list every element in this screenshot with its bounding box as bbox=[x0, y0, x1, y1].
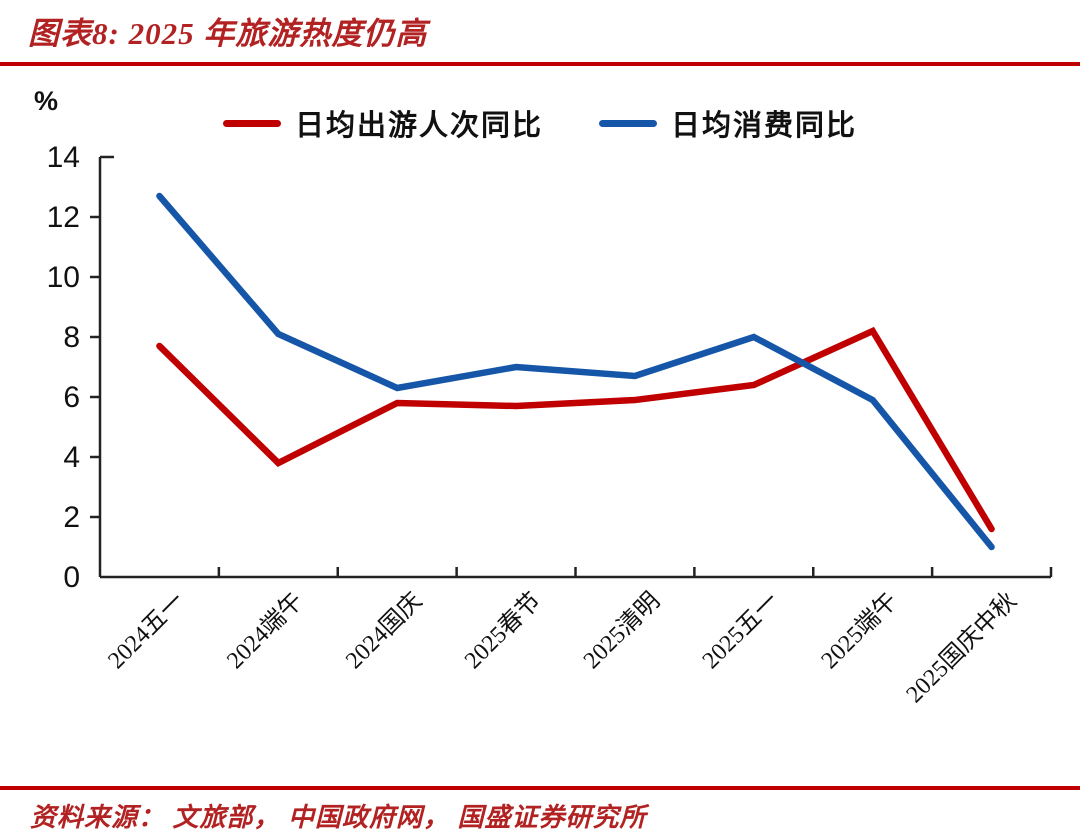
y-axis-tick-label: 0 bbox=[63, 561, 80, 594]
legend-swatch-icon bbox=[599, 119, 657, 127]
x-axis-label: 2024五一 bbox=[103, 588, 189, 674]
legend-item-1: 日均消费同比 bbox=[599, 102, 857, 144]
legend-label: 日均出游人次同比 bbox=[294, 110, 543, 142]
legend-label: 日均消费同比 bbox=[671, 110, 858, 142]
y-axis-tick-label: 4 bbox=[63, 441, 80, 474]
bottom-divider-rule bbox=[0, 786, 1080, 790]
y-axis-tick-label: 10 bbox=[47, 261, 80, 294]
top-divider-rule bbox=[0, 62, 1080, 66]
x-axis-label: 2024国庆 bbox=[340, 587, 427, 674]
x-axis-label: 2024端午 bbox=[222, 587, 309, 674]
x-axis-label: 2025国庆中秋 bbox=[901, 587, 1022, 708]
source-note: 资料来源： 文旅部， 中国政府网， 国盛证券研究所 bbox=[30, 803, 647, 832]
legend-item-0: 日均出游人次同比 bbox=[222, 102, 543, 144]
x-axis-label: 2025春节 bbox=[459, 587, 546, 674]
y-axis-tick-label: 6 bbox=[63, 381, 80, 414]
x-axis-label: 2025端午 bbox=[816, 587, 903, 674]
x-axis-label: 2025清明 bbox=[578, 587, 665, 674]
y-axis-tick-label: 12 bbox=[47, 201, 80, 234]
line-chart-canvas: 0 2 4 6 8 10 12 14 2024五一 2024端午 2024国庆 2025春节 2025清… bbox=[47, 141, 1053, 708]
x-axis-label: 2025五一 bbox=[698, 588, 784, 674]
y-axis-tick-label: 14 bbox=[47, 141, 80, 174]
y-axis-tick-label: 2 bbox=[63, 501, 80, 534]
chart-legend: 日均出游人次同比 日均消费同比 bbox=[0, 102, 1080, 144]
legend-swatch-icon bbox=[222, 119, 281, 127]
series-line-1 bbox=[156, 192, 995, 551]
chart-title: 图表8: 2025 年旅游热度仍高 bbox=[28, 16, 428, 51]
y-axis-unit-label: % bbox=[34, 86, 59, 116]
series-line-0 bbox=[156, 326, 995, 533]
y-axis-tick-label: 8 bbox=[63, 321, 80, 354]
